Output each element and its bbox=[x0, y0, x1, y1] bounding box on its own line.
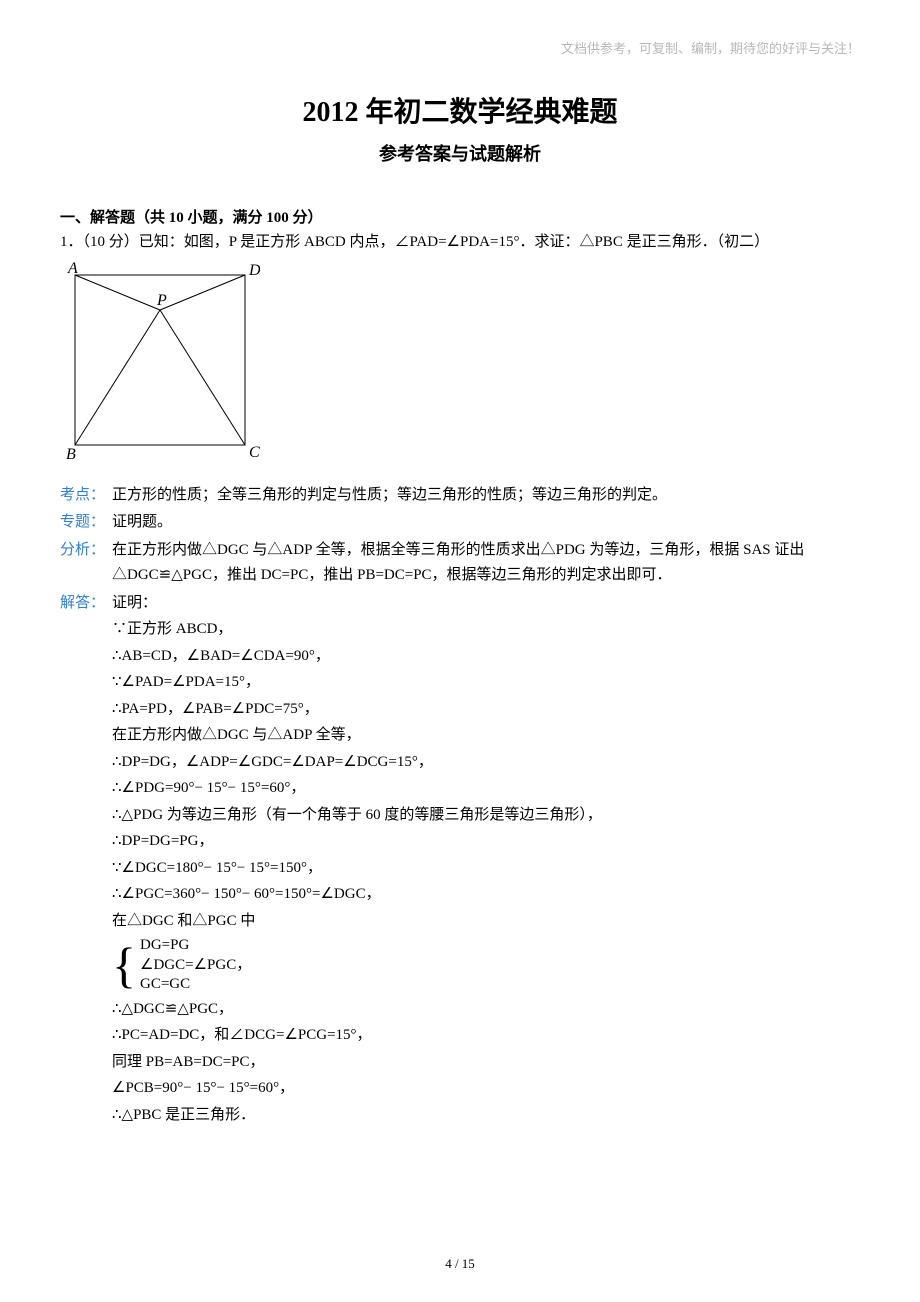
label-c: C bbox=[249, 444, 260, 460]
analysis-section: 考点： 正方形的性质；全等三角形的判定与性质；等边三角形的性质；等边三角形的判定… bbox=[60, 483, 860, 1130]
problem-statement: 1．（10 分）已知：如图，P 是正方形 ABCD 内点，∠PAD=∠PDA=1… bbox=[60, 231, 860, 254]
proof-line: ∵正方形 ABCD， bbox=[112, 617, 860, 643]
proof-line: ∴∠PGC=360°− 150°− 60°=150°=∠DGC， bbox=[112, 882, 860, 908]
proof-line: ∴DP=DG，∠ADP=∠GDC=∠DAP=∠DCG=15°， bbox=[112, 750, 860, 776]
zhuanti-label: 专题： bbox=[60, 510, 112, 536]
zhuanti-row: 专题： 证明题。 bbox=[60, 510, 860, 536]
fenxi-row: 分析： 在正方形内做△DGC 与△ADP 全等，根据全等三角形的性质求出△PDG… bbox=[60, 538, 860, 589]
proof-line: 在△DGC 和△PGC 中 bbox=[112, 909, 860, 935]
proof-line: ∴AB=CD，∠BAD=∠CDA=90°， bbox=[112, 644, 860, 670]
kaodian-row: 考点： 正方形的性质；全等三角形的判定与性质；等边三角形的性质；等边三角形的判定… bbox=[60, 483, 860, 509]
jieda-content: 证明： ∵正方形 ABCD， ∴AB=CD，∠BAD=∠CDA=90°， ∵∠P… bbox=[112, 591, 860, 1130]
section-header: 一、解答题（共 10 小题，满分 100 分） bbox=[60, 206, 860, 227]
fenxi-label: 分析： bbox=[60, 538, 112, 589]
brace-item: ∠DGC=∠PGC， bbox=[140, 956, 251, 976]
zhuanti-content: 证明题。 bbox=[112, 510, 860, 536]
jieda-row: 解答： 证明： ∵正方形 ABCD， ∴AB=CD，∠BAD=∠CDA=90°，… bbox=[60, 591, 860, 1130]
jieda-label: 解答： bbox=[60, 591, 112, 1130]
fenxi-content: 在正方形内做△DGC 与△ADP 全等，根据全等三角形的性质求出△PDG 为等边… bbox=[112, 538, 860, 589]
label-p: P bbox=[156, 292, 167, 309]
left-brace-icon: { bbox=[112, 945, 136, 985]
brace-item: DG=PG bbox=[140, 936, 251, 956]
page-number: 4 / 15 bbox=[445, 1256, 475, 1272]
label-a: A bbox=[67, 260, 78, 277]
proof-line: 在正方形内做△DGC 与△ADP 全等， bbox=[112, 723, 860, 749]
proof-line: ∵∠DGC=180°− 15°− 15°=150°， bbox=[112, 856, 860, 882]
proof-line: ∴PA=PD，∠PAB=∠PDC=75°， bbox=[112, 697, 860, 723]
main-title: 2012 年初二数学经典难题 bbox=[60, 90, 860, 130]
proof-line: ∴△PDG 为等边三角形（有一个角等于 60 度的等腰三角形是等边三角形）， bbox=[112, 803, 860, 829]
proof-line: ∵∠PAD=∠PDA=15°， bbox=[112, 670, 860, 696]
label-b: B bbox=[66, 446, 76, 460]
proof-line: 同理 PB=AB=DC=PC， bbox=[112, 1050, 860, 1076]
proof-line: ∴△DGC≌△PGC， bbox=[112, 997, 860, 1023]
proof-line: ∴△PBC 是正三角形． bbox=[112, 1103, 860, 1129]
kaodian-label: 考点： bbox=[60, 483, 112, 509]
proof-line: ∴∠PDG=90°− 15°− 15°=60°， bbox=[112, 776, 860, 802]
proof-line: ∴PC=AD=DC，和∠DCG=∠PCG=15°， bbox=[112, 1023, 860, 1049]
proof-intro: 证明： bbox=[112, 591, 860, 617]
proof-line: ∠PCB=90°− 15°− 15°=60°， bbox=[112, 1076, 860, 1102]
subtitle: 参考答案与试题解析 bbox=[60, 140, 860, 166]
proof-line: ∴DP=DG=PG， bbox=[112, 829, 860, 855]
kaodian-content: 正方形的性质；全等三角形的判定与性质；等边三角形的性质；等边三角形的判定。 bbox=[112, 483, 860, 509]
brace-item: GC=GC bbox=[140, 975, 251, 995]
geometry-figure: A D B C P bbox=[60, 260, 860, 465]
header-note: 文档供参考，可复制、编制，期待您的好评与关注！ bbox=[561, 38, 860, 57]
brace-group: { DG=PG ∠DGC=∠PGC， GC=GC bbox=[112, 936, 860, 995]
label-d: D bbox=[248, 262, 260, 279]
